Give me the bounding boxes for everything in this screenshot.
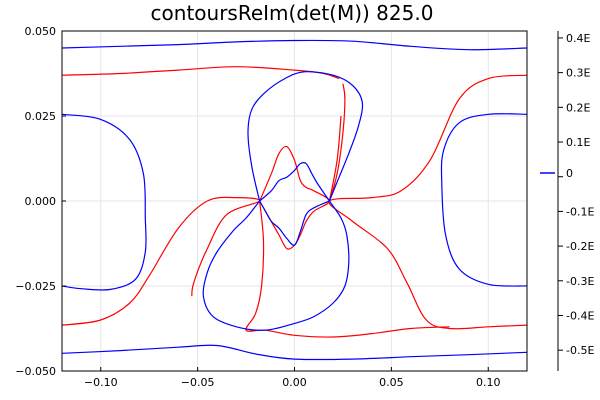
colorbar-tick-label: -0.1E <box>566 205 594 218</box>
contour-curves <box>61 39 528 361</box>
contour-line-blue <box>247 71 364 202</box>
colorbar: 0 0.4E 0.3E 0.2E 0.1E -0.1E -0.2E -0.3E -0.4E -0… <box>540 31 594 371</box>
contour-line-red <box>328 83 346 202</box>
colorbar-tick-label: -0.5E <box>566 344 594 357</box>
grid-lines <box>62 30 527 372</box>
colorbar-tick-label: 0.2E <box>566 101 590 114</box>
x-tick-label: 0.10 <box>476 376 501 389</box>
y-tick-label: 0.025 <box>25 110 57 123</box>
contour-line-blue <box>202 161 350 331</box>
contour-line-blue <box>440 113 528 287</box>
x-axis-ticks: −0.10 −0.05 0.00 0.05 0.10 <box>84 367 501 389</box>
y-tick-label: 0.050 <box>25 25 57 38</box>
y-tick-label: 0.000 <box>25 195 57 208</box>
y-tick-label: −0.050 <box>15 365 56 378</box>
contour-line-blue <box>61 113 147 291</box>
colorbar-legend-label: 0 <box>566 167 573 180</box>
y-axis-ticks: 0.050 0.025 0.000 −0.025 −0.050 <box>15 25 66 378</box>
chart-title: contoursReIm(det(M)) 825.0 <box>151 1 434 25</box>
contour-line-red <box>61 196 261 326</box>
x-tick-label: 0.05 <box>379 376 404 389</box>
y-tick-label: −0.025 <box>15 280 56 293</box>
x-tick-label: −0.05 <box>181 376 215 389</box>
contour-line-blue <box>259 200 330 246</box>
x-tick-label: −0.10 <box>84 376 118 389</box>
contour-line-blue <box>61 344 528 361</box>
colorbar-tick-label: 0.4E <box>566 32 590 45</box>
contour-line-blue <box>61 39 528 51</box>
contour-line-red <box>328 115 342 202</box>
colorbar-tick-label: -0.3E <box>566 275 594 288</box>
colorbar-tick-label: -0.4E <box>566 309 594 322</box>
colorbar-tick-label: -0.2E <box>566 240 594 253</box>
colorbar-tick-label: 0.1E <box>566 136 590 149</box>
contour-line-red <box>245 200 450 338</box>
colorbar-tick-label: 0.3E <box>566 67 590 80</box>
x-tick-label: 0.00 <box>282 376 307 389</box>
